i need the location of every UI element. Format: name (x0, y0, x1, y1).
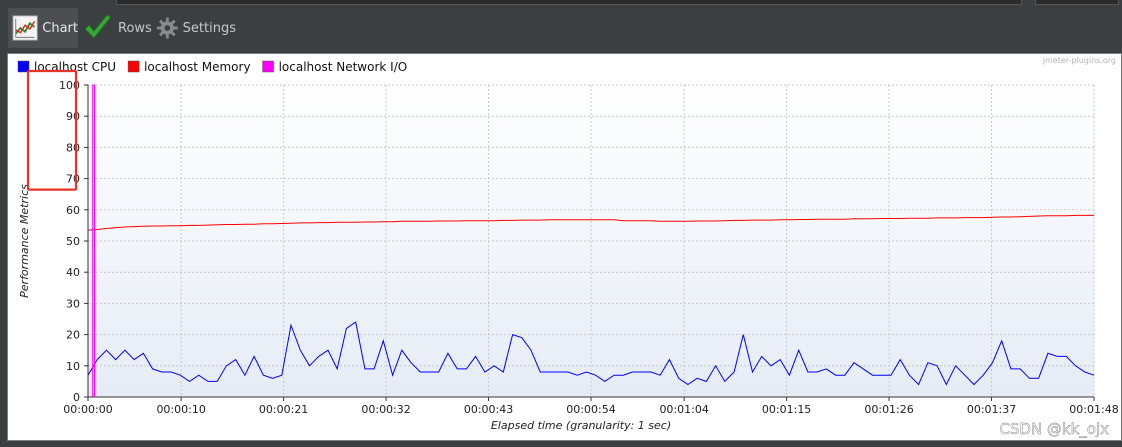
y-tick-label: 10 (66, 360, 80, 373)
tab-rows-label: Rows (118, 20, 152, 36)
chart-panel: 0 10 20 30 40 50 60 70 80 90 100 00:00:00 00:00:10 0… (7, 53, 1122, 441)
x-tick-label: 00:01:04 (659, 403, 708, 416)
y-tick-label: 70 (66, 173, 80, 186)
series-line-memory (87, 214, 1094, 231)
tab-settings-label: Settings (182, 20, 236, 36)
x-tick-label: 00:00:00 (63, 403, 112, 416)
checkmark-icon (84, 14, 112, 39)
x-axis-ticks: 00:00:00 00:00:10 00:00:21 00:00:32 00:00:43… (63, 397, 1119, 416)
legend-label: localhost Memory (144, 60, 250, 74)
tab-rows[interactable]: Rows (82, 8, 152, 48)
legend-swatch (17, 60, 30, 73)
x-axis-label: Elapsed time (granularity: 1 sec) (491, 419, 671, 432)
grid-lines (88, 84, 1095, 397)
chart-icon (12, 15, 38, 41)
x-tick-label: 00:01:26 (864, 403, 913, 416)
legend-swatch (262, 60, 274, 73)
bottom-strip (0, 441, 1122, 447)
watermark-text: jmeter-plugins.org (1042, 56, 1116, 65)
y-tick-label: 0 (73, 391, 80, 404)
tab-chart-label: Chart (42, 20, 78, 36)
y-tick-label: 20 (66, 329, 80, 342)
top-fields-strip (0, 0, 1122, 6)
highlight-box (26, 69, 78, 191)
x-tick-label: 00:00:10 (156, 403, 205, 416)
y-tick-label: 80 (66, 141, 80, 154)
tab-chart[interactable]: Chart (8, 8, 78, 48)
x-tick-label: 00:00:32 (361, 403, 410, 416)
y-axis-ticks: 0 10 20 30 40 50 60 70 80 90 100 (59, 79, 88, 404)
y-tick-label: 90 (66, 110, 80, 123)
view-tabs: Chart Rows Settings (0, 6, 1122, 51)
y-tick-label: 60 (66, 204, 80, 217)
series-line-cpu (87, 321, 1095, 386)
csdn-watermark: CSDN @kk_ojx (999, 420, 1109, 439)
x-tick-label: 00:00:54 (566, 403, 615, 416)
y-tick-label: 50 (66, 235, 80, 248)
x-tick-label: 00:00:21 (259, 403, 308, 416)
gear-icon (156, 17, 178, 39)
y-tick-label: 100 (59, 79, 80, 92)
legend-label: localhost Network I/O (279, 60, 408, 74)
y-axis-label: Performance Metrics (18, 184, 31, 298)
tab-settings[interactable]: Settings (156, 8, 236, 48)
x-tick-label: 00:00:43 (464, 403, 513, 416)
top-input-field[interactable] (116, 0, 1022, 5)
x-tick-label: 00:01:37 (967, 403, 1016, 416)
y-tick-label: 30 (66, 297, 80, 310)
x-tick-label: 00:01:15 (762, 403, 811, 416)
top-input-field-secondary[interactable] (1035, 0, 1119, 5)
y-tick-label: 40 (66, 266, 80, 279)
legend-swatch (127, 60, 140, 73)
x-tick-label: 00:01:48 (1069, 403, 1118, 416)
